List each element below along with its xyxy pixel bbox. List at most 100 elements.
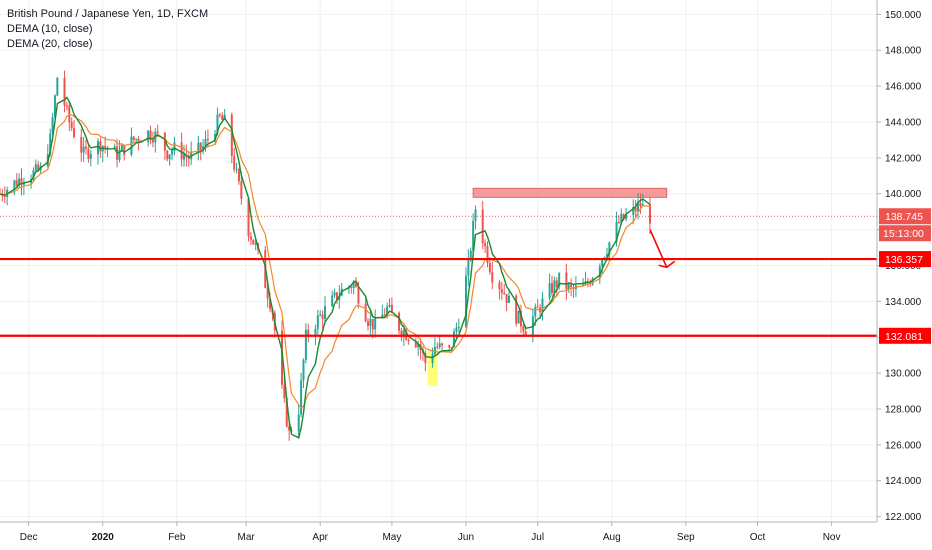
countdown-tag: 15:13:00: [883, 228, 924, 240]
candle-body: [280, 330, 283, 385]
candle-body: [558, 272, 561, 287]
candle-body: [371, 318, 374, 330]
y-tick-label: 140.000: [885, 189, 922, 200]
candle-body: [63, 77, 66, 106]
arrow-head: [658, 260, 676, 269]
candle-body: [214, 133, 217, 140]
candle-body: [570, 284, 573, 288]
candle-body: [467, 257, 470, 276]
candle-body: [500, 289, 503, 294]
countdown-bg: [879, 225, 931, 242]
candle-body: [87, 148, 90, 159]
candle-body: [441, 343, 444, 346]
candle-body: [254, 243, 257, 245]
candle-body: [586, 282, 589, 284]
candle-body: [367, 321, 370, 326]
candle-body: [551, 283, 554, 294]
last-price-tag: 138.745: [885, 211, 923, 223]
candle-body: [484, 243, 487, 247]
candle-body: [137, 138, 140, 142]
legend-dema-20: DEMA (20, close): [7, 38, 93, 50]
candle-body: [534, 306, 537, 317]
candle-body: [173, 142, 176, 152]
y-tick-label: 146.000: [885, 82, 922, 93]
candle-body: [469, 250, 472, 258]
candle-body: [555, 280, 558, 287]
candle-body: [319, 314, 322, 316]
candle-body: [187, 157, 190, 160]
candle-body: [464, 275, 467, 328]
y-tick-label: 126.000: [885, 440, 922, 451]
x-tick-label: 2020: [92, 532, 115, 543]
x-tick-label: Nov: [823, 532, 841, 543]
candle-body: [166, 150, 169, 160]
candle-body: [302, 359, 305, 381]
x-tick-label: Jun: [458, 532, 474, 543]
candle-body: [488, 263, 491, 273]
candle-body: [565, 272, 568, 290]
candle-body: [450, 347, 453, 349]
dema-lines: [0, 96, 651, 439]
resistance-zone: [472, 187, 668, 198]
candle-body: [472, 220, 475, 251]
candle-body: [183, 154, 186, 160]
x-tick-label: Dec: [20, 532, 38, 543]
candle-body: [85, 146, 88, 149]
candle-body: [398, 312, 401, 331]
price-axis-bg: [877, 0, 932, 550]
candle-body: [632, 207, 635, 215]
candle-body: [448, 345, 451, 348]
candle-body: [455, 327, 458, 332]
candle-body: [457, 327, 460, 329]
candle-body: [639, 202, 642, 207]
candle-body: [567, 284, 570, 290]
candle-body: [168, 154, 171, 160]
candle-body: [206, 138, 209, 140]
candle-body: [369, 318, 372, 326]
candle-body: [304, 329, 307, 360]
candle-body: [104, 145, 107, 148]
candle-body: [431, 354, 434, 363]
candle-body: [118, 149, 121, 160]
candle-body: [453, 331, 456, 348]
candle-body: [498, 282, 501, 290]
last-price-tag-bg: [879, 208, 931, 225]
candle-body: [553, 280, 556, 294]
candle-body: [15, 180, 18, 186]
candle-body: [73, 128, 76, 137]
candle-body: [230, 114, 233, 157]
candle-body: [608, 242, 611, 255]
candle-body: [352, 282, 355, 288]
candle-body: [335, 292, 338, 301]
candle-body: [70, 122, 73, 129]
y-tick-label: 144.000: [885, 117, 922, 128]
candle-body: [522, 326, 525, 332]
candle-body: [314, 328, 317, 337]
candle-body: [316, 315, 319, 329]
arrow-shaft: [649, 229, 668, 268]
candlestick-series: [0, 70, 651, 441]
candle-body: [247, 198, 250, 237]
candle-body: [307, 329, 310, 337]
time-axis-bg: [0, 522, 932, 550]
level-price-tag-bg: [879, 251, 931, 268]
candle-body: [617, 221, 620, 223]
candle-body: [283, 384, 286, 399]
candle-body: [288, 426, 291, 431]
candle-body: [218, 114, 221, 116]
candle-body: [386, 306, 389, 316]
candle-body: [300, 380, 303, 415]
candle-body: [323, 306, 326, 320]
candle-body: [120, 144, 123, 150]
candle-body: [149, 130, 152, 140]
candle-body: [407, 339, 410, 342]
candle-body: [634, 207, 637, 212]
legend-dema-10: DEMA (10, close): [7, 23, 93, 35]
candle-body: [331, 295, 334, 307]
candle-body: [49, 133, 52, 155]
candle-body: [625, 214, 628, 220]
x-tick-label: Mar: [238, 532, 256, 543]
candle-body: [548, 283, 551, 299]
candle-body: [156, 131, 159, 133]
